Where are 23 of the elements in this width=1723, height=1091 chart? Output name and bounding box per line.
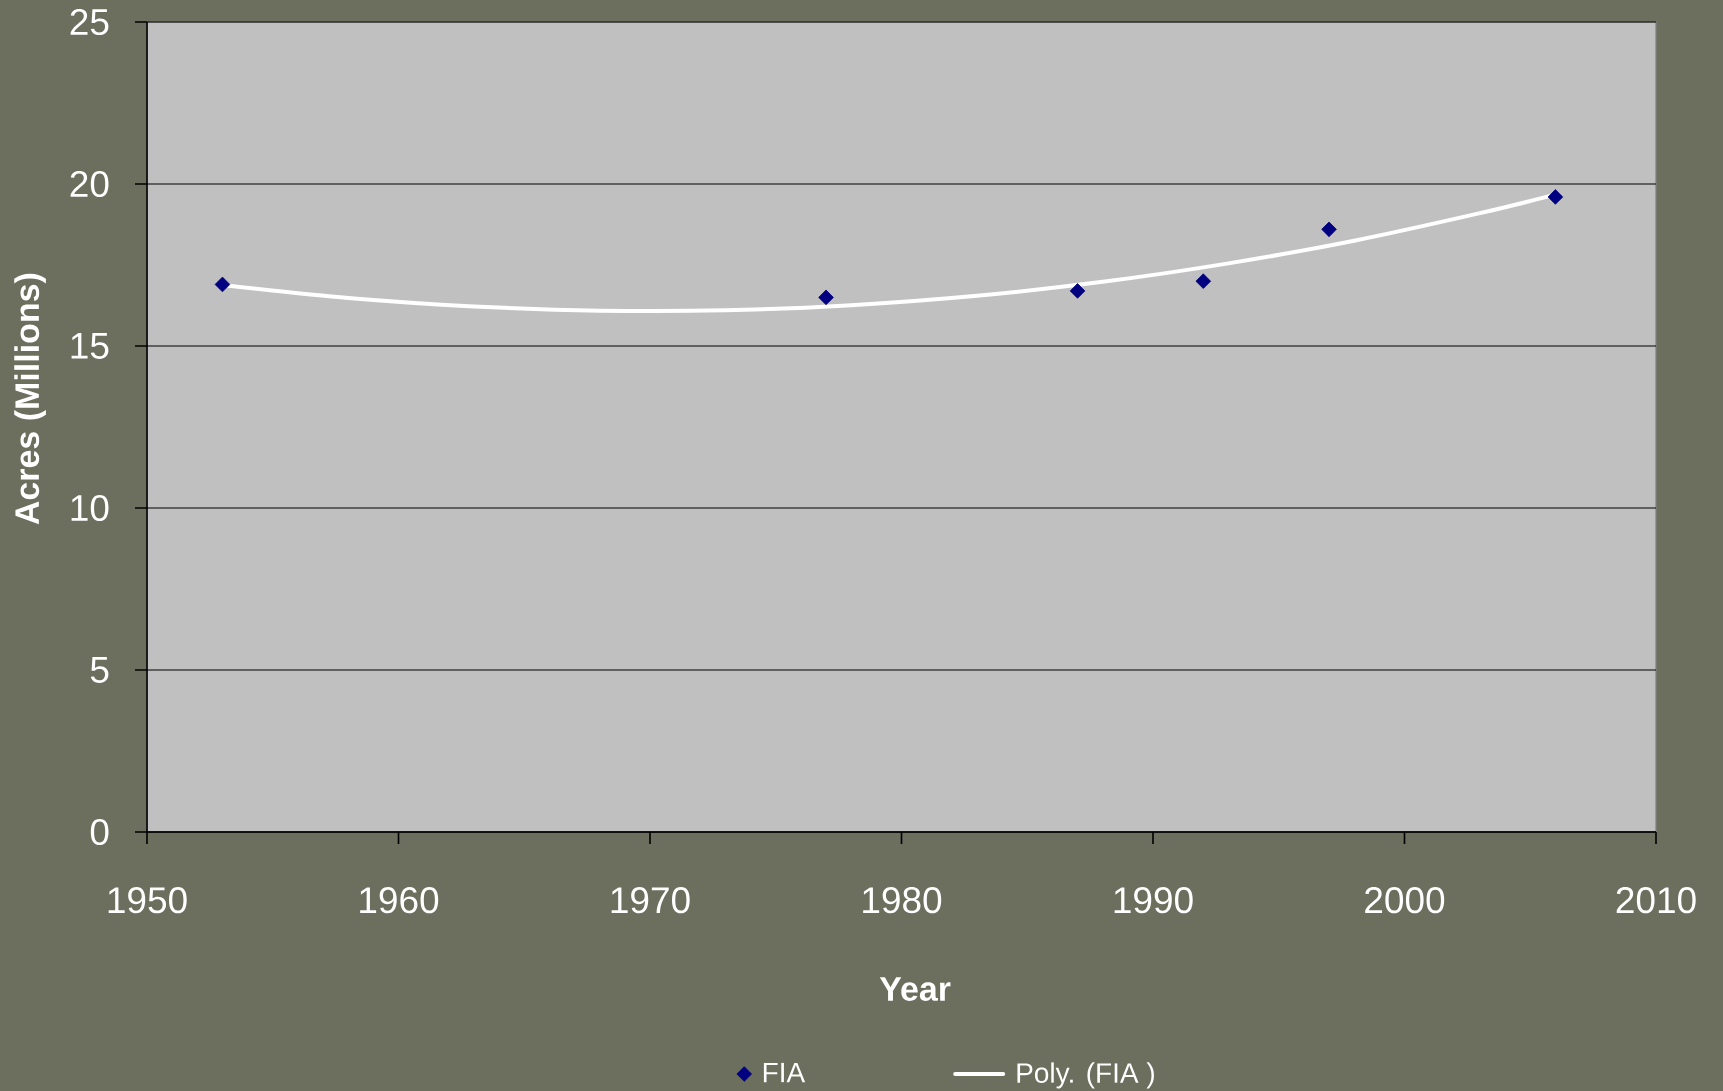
x-tick-label: 2010 [1616, 887, 1696, 914]
point [214, 276, 231, 293]
legend-label: FIA [763, 1062, 806, 1083]
y-tick-label: 5 [90, 657, 109, 683]
point [1547, 189, 1564, 205]
y-tick-label: 10 [71, 494, 109, 522]
x-axis-title: Year [879, 977, 951, 1001]
x-tick-label: 1990 [1114, 887, 1193, 914]
x-tick-label: 1970 [611, 887, 690, 914]
y-tick-label: 25 [70, 8, 109, 36]
y-tick-label: 0 [90, 818, 109, 846]
x-tick-label: 1960 [360, 887, 439, 914]
x-tick-label: 1950 [108, 887, 187, 914]
point [818, 289, 834, 306]
legend-label: Poly. (FIA ) [1017, 1062, 1154, 1089]
x-tick-label: 2000 [1365, 887, 1445, 914]
x-tick-label: 1980 [863, 887, 942, 914]
y-tick-label: 15 [71, 333, 109, 359]
y-tick-label: 20 [70, 170, 109, 198]
y-axis-title: Acres (Millions) [14, 273, 46, 525]
point [1195, 273, 1212, 289]
point [1069, 283, 1086, 299]
point [1321, 221, 1337, 238]
